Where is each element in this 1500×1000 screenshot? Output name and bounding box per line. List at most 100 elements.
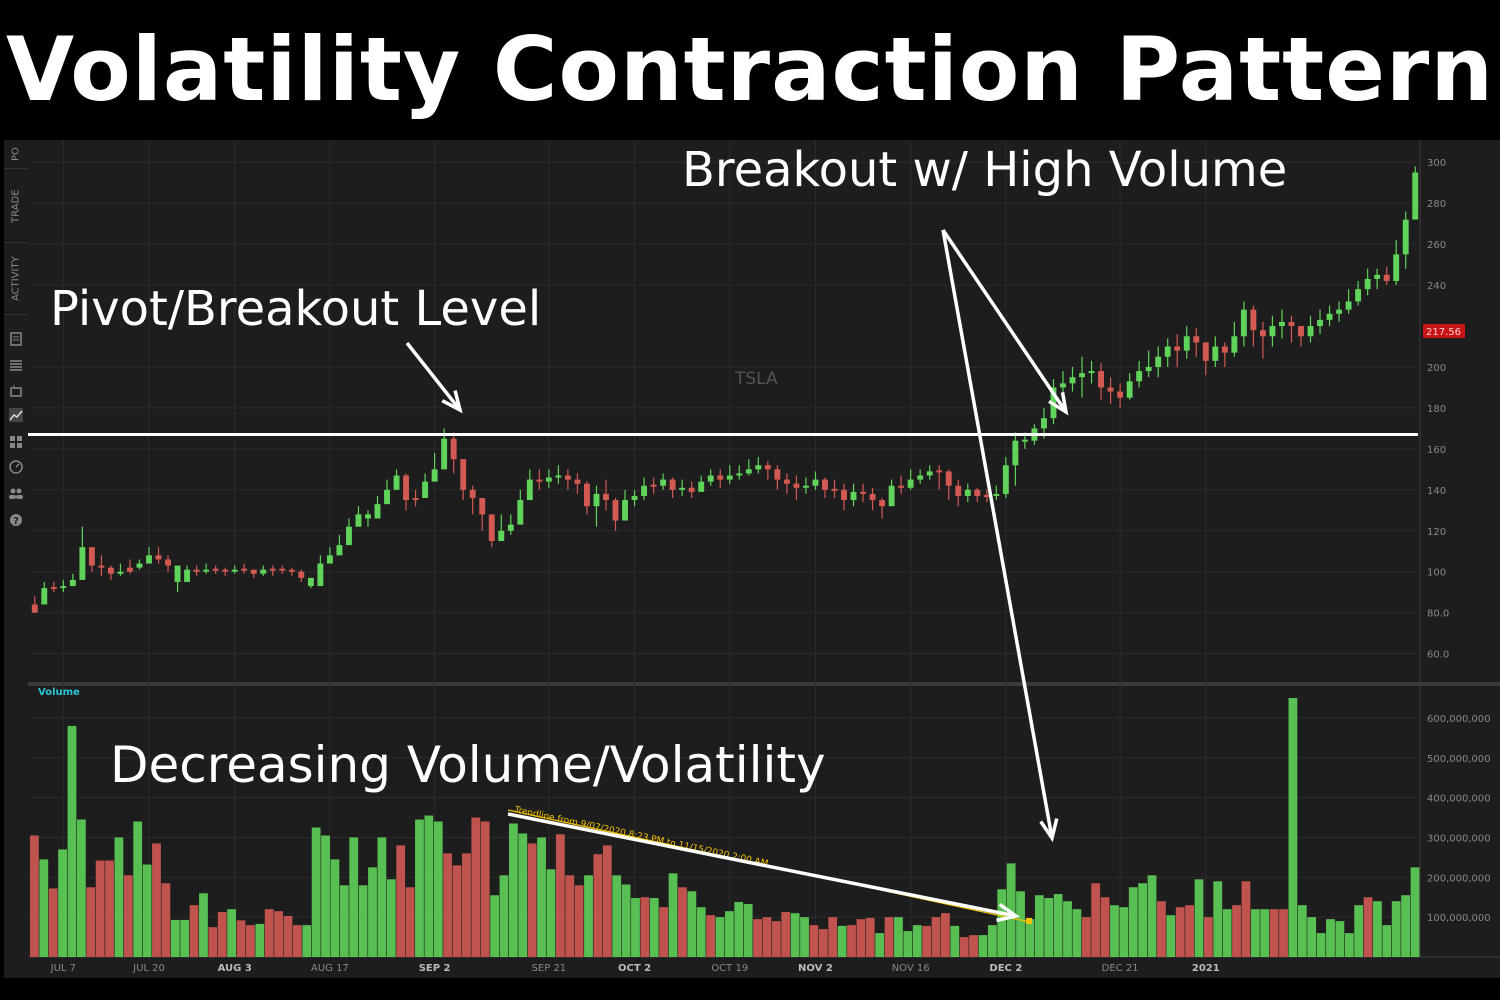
candle-body: [736, 473, 743, 476]
candle-body: [517, 500, 524, 525]
chart-area[interactable]: 300 280 260 240 200 180 160 140 120 100 80.0 60.0 60…: [28, 140, 1500, 978]
candle-body: [79, 547, 86, 580]
volume-bar: [208, 927, 218, 957]
candle-body: [1002, 465, 1009, 494]
volume-tick-label: 400,000,000: [1427, 794, 1491, 805]
arrow-breakout-volume: [941, 229, 1059, 843]
price-tick-label: 300: [1427, 158, 1446, 169]
volume-bar: [1241, 881, 1251, 957]
volume-bar: [1194, 879, 1204, 957]
candle-body: [231, 569, 238, 572]
candle-body: [974, 489, 981, 496]
sidebar-tab-activity[interactable]: ACTIVITY: [4, 244, 28, 315]
candle-body: [1221, 346, 1228, 353]
candle-body: [1060, 383, 1066, 388]
candle-body: [993, 493, 1000, 496]
volume-bar: [678, 887, 687, 957]
volume-bars: [30, 698, 1420, 957]
price-tick-label: 140: [1427, 486, 1446, 497]
volume-bar: [1410, 867, 1420, 957]
volume-bar: [687, 891, 697, 957]
users-icon[interactable]: [9, 486, 23, 500]
volume-bar: [753, 919, 762, 957]
volume-bar: [1025, 919, 1035, 957]
candle-body: [631, 495, 638, 501]
date-tick-label: OCT 19: [711, 963, 748, 974]
sidebar-tab-trade[interactable]: TRADE: [4, 170, 28, 243]
candle-body: [460, 459, 467, 490]
candle-body: [260, 569, 267, 574]
candle-body: [155, 555, 162, 560]
volume-bar: [828, 917, 838, 957]
volume-bar: [649, 898, 659, 957]
candle-body: [669, 479, 676, 490]
chart-grid-icon[interactable]: [9, 408, 23, 422]
sidebar: PO TRADE ACTIVITY ?: [4, 140, 28, 978]
candle-body: [1231, 336, 1238, 353]
candle-body: [1136, 371, 1143, 382]
candle-body: [526, 479, 533, 501]
volume-bar: [255, 923, 265, 957]
candle-body: [488, 514, 495, 542]
volume-bar: [48, 888, 58, 957]
volume-bar: [1100, 897, 1110, 957]
candle-body: [1212, 346, 1219, 361]
grid-icon[interactable]: [9, 435, 23, 449]
volume-bar: [847, 925, 856, 957]
volume-bar: [386, 879, 396, 957]
sidebar-tab-po[interactable]: PO: [4, 140, 28, 169]
candle-body: [764, 465, 771, 470]
volume-bar: [133, 821, 143, 957]
arrow-decreasing-volume: [507, 812, 1021, 923]
volume-bar: [856, 919, 866, 957]
date-tick-label: SEP 2: [419, 963, 451, 974]
price-tick-label: 80.0: [1427, 609, 1449, 620]
volume-bar: [781, 911, 791, 957]
candle-body: [564, 475, 571, 480]
candle-body: [1240, 309, 1247, 337]
document-icon[interactable]: [9, 332, 23, 346]
candle-body: [212, 568, 219, 571]
candle-body: [822, 479, 828, 490]
volume-bar: [180, 919, 190, 957]
chart-small-icon[interactable]: [9, 383, 23, 397]
candle-body: [136, 563, 143, 568]
date-tick-label: NOV 2: [798, 963, 833, 974]
candle-body: [593, 493, 600, 507]
gauge-icon[interactable]: [9, 460, 23, 474]
volume-bar: [1081, 917, 1091, 957]
candle-body: [1183, 336, 1190, 351]
candle-body: [1126, 381, 1133, 398]
candle-body: [193, 569, 200, 572]
page-title: Volatility Contraction Pattern: [6, 18, 1494, 121]
candle-body: [936, 470, 943, 473]
price-tick-label: 100: [1427, 568, 1446, 579]
candle-body: [707, 475, 714, 482]
volume-tick-label: 200,000,000: [1427, 873, 1491, 884]
last-price-tag: [1423, 324, 1465, 339]
volume-bar: [123, 875, 133, 957]
candle-body: [1202, 342, 1209, 361]
date-tick-label: OCT 2: [618, 963, 651, 974]
date-tick-label: AUG 3: [218, 963, 252, 974]
candle-body: [860, 491, 866, 494]
volume-bar: [537, 837, 546, 957]
candle-body: [422, 481, 429, 499]
candle-body: [393, 475, 400, 490]
volume-bar: [1401, 895, 1411, 957]
candle-body: [469, 489, 476, 499]
list-icon[interactable]: [9, 358, 23, 372]
volume-bar: [546, 869, 556, 957]
volume-bar: [1316, 933, 1326, 957]
candle-body: [983, 494, 990, 497]
help-icon[interactable]: ?: [9, 513, 23, 527]
volume-bar: [1053, 894, 1063, 957]
candle-body: [1259, 330, 1266, 337]
volume-bar: [1072, 909, 1082, 957]
volume-bar: [424, 815, 434, 957]
candle-body: [1393, 254, 1400, 281]
candle-body: [774, 469, 781, 480]
volume-bar: [997, 889, 1007, 957]
volume-bar: [931, 917, 941, 957]
candle-body: [1012, 440, 1019, 466]
